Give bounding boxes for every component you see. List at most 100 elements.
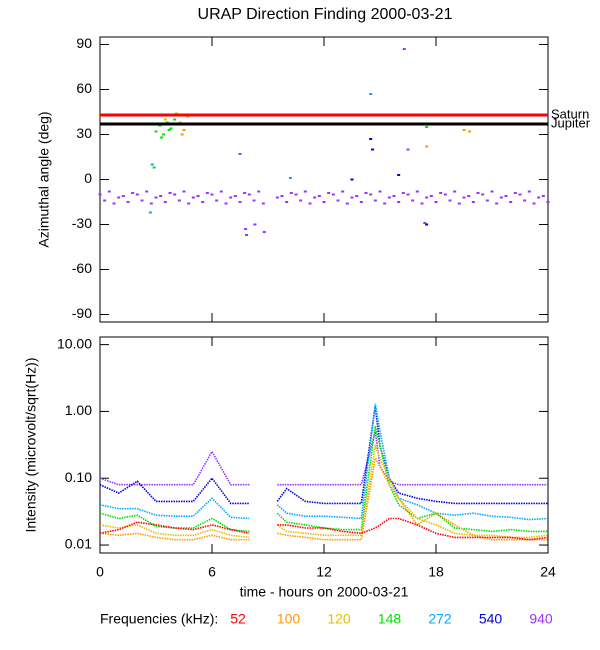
- point: [173, 193, 177, 196]
- series-line: [99, 403, 549, 521]
- point: [150, 163, 154, 166]
- point: [224, 202, 228, 205]
- point: [154, 196, 158, 199]
- point: [163, 118, 167, 121]
- point: [509, 201, 513, 203]
- point: [163, 201, 167, 203]
- series-line: [99, 405, 548, 505]
- legend-entry: 148: [378, 611, 402, 627]
- point: [117, 196, 121, 199]
- point: [397, 174, 401, 176]
- point: [411, 199, 415, 202]
- legend-entry: 100: [277, 611, 301, 627]
- point: [406, 148, 410, 151]
- y-tick-label: 90: [76, 35, 92, 51]
- point: [280, 195, 284, 197]
- point: [443, 193, 447, 196]
- point: [285, 201, 289, 203]
- point: [537, 196, 541, 199]
- y-tick-label: -60: [72, 260, 92, 276]
- point: [288, 177, 292, 179]
- point: [415, 190, 419, 193]
- y-tick-label: 0.10: [65, 469, 92, 485]
- point: [126, 201, 130, 203]
- point: [371, 148, 375, 151]
- point: [359, 201, 363, 203]
- point: [140, 199, 144, 202]
- legend-entry: 940: [529, 611, 553, 627]
- point: [364, 192, 368, 194]
- chart-title: URAP Direction Finding 2000-03-21: [198, 6, 453, 23]
- point: [434, 201, 438, 203]
- point: [187, 202, 191, 205]
- point: [152, 166, 156, 169]
- x-tick-label: 18: [428, 564, 444, 580]
- point: [107, 190, 111, 193]
- point: [294, 193, 298, 196]
- x-axis-label: time - hours on 2000-03-21: [240, 584, 409, 600]
- point: [167, 129, 171, 131]
- point: [103, 199, 107, 202]
- point: [233, 195, 237, 197]
- point: [299, 199, 303, 202]
- point: [168, 192, 172, 194]
- y-axis-label: Intensity (microvolt/sqrt(Hz)): [23, 357, 39, 532]
- y-tick-label: 10.00: [57, 335, 92, 351]
- point: [159, 195, 163, 197]
- legend-entry: 272: [428, 611, 452, 627]
- point: [205, 192, 209, 194]
- point: [439, 192, 443, 194]
- point: [322, 201, 326, 203]
- point: [532, 202, 536, 205]
- point: [161, 133, 165, 136]
- point: [425, 196, 429, 199]
- point: [112, 202, 116, 205]
- point: [425, 223, 429, 226]
- point: [303, 190, 307, 193]
- point: [504, 195, 508, 197]
- point: [485, 199, 489, 202]
- point: [98, 193, 102, 196]
- point: [527, 190, 531, 193]
- point: [401, 192, 405, 194]
- point: [191, 196, 195, 199]
- y-tick-label: -90: [72, 305, 92, 321]
- point: [245, 234, 249, 236]
- point: [476, 192, 480, 194]
- y-tick-label: -30: [72, 215, 92, 231]
- series-line: [99, 431, 548, 486]
- point: [149, 202, 153, 205]
- point: [387, 196, 391, 199]
- point: [383, 202, 387, 205]
- point: [308, 202, 312, 205]
- point: [313, 196, 317, 199]
- point: [429, 195, 433, 197]
- point: [275, 196, 279, 199]
- point: [317, 195, 321, 197]
- y-tick-label: 0: [84, 170, 92, 186]
- x-tick-label: 24: [540, 564, 556, 580]
- point: [244, 228, 248, 230]
- series-line: [99, 455, 548, 541]
- point: [145, 190, 149, 193]
- point: [471, 201, 475, 203]
- y-tick-label: 60: [76, 80, 92, 96]
- point: [373, 199, 377, 202]
- legend-title: Frequencies (kHz):: [100, 611, 218, 627]
- point: [457, 202, 461, 205]
- point: [219, 190, 223, 193]
- point: [423, 222, 427, 224]
- point: [402, 48, 406, 50]
- point: [253, 223, 257, 226]
- legend-entry: 540: [479, 611, 503, 627]
- point: [160, 136, 164, 139]
- point: [257, 190, 261, 193]
- point: [462, 129, 466, 131]
- plot-frame: [99, 36, 549, 323]
- point: [523, 199, 527, 202]
- point: [541, 195, 545, 197]
- point: [425, 126, 429, 128]
- point: [350, 196, 354, 199]
- point: [327, 192, 331, 194]
- point: [341, 190, 345, 193]
